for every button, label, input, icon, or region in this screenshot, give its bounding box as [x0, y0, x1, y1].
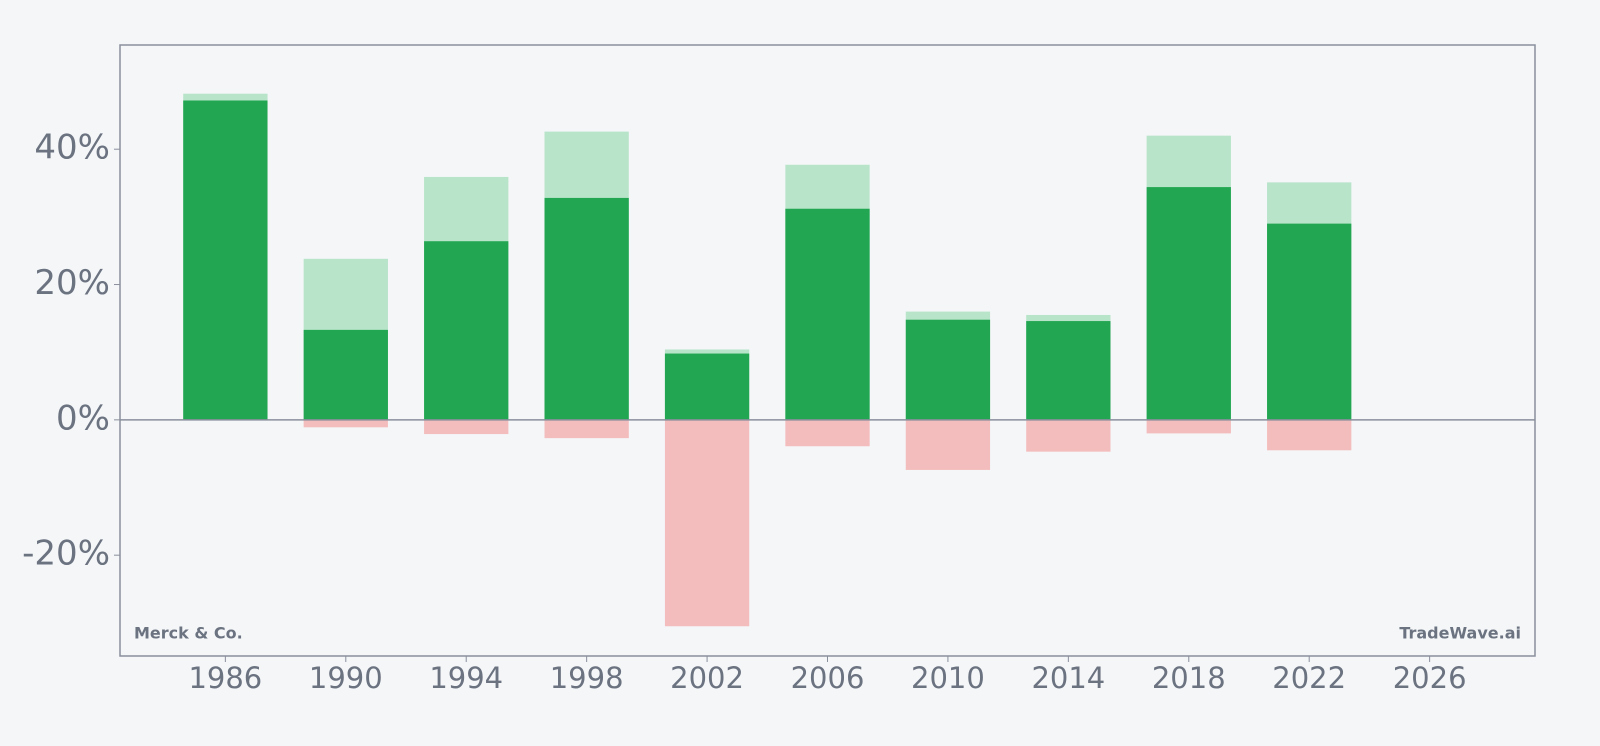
- bar: [303, 419, 388, 428]
- x-tick-label: 1994: [429, 661, 503, 695]
- bar: [1026, 419, 1111, 452]
- bar: [664, 353, 750, 420]
- bar: [1267, 223, 1352, 420]
- bar: [785, 208, 870, 420]
- bar: [905, 319, 991, 420]
- y-tick-label: -20%: [22, 534, 110, 574]
- x-tick-label: 1986: [188, 661, 262, 695]
- y-tick-label: 40%: [34, 128, 110, 168]
- bar: [1026, 321, 1111, 420]
- x-tick-label: 2014: [1031, 661, 1105, 695]
- bar: [424, 241, 509, 420]
- y-tick-label: 20%: [34, 263, 110, 303]
- x-tick-label: 1998: [550, 661, 624, 695]
- annotation: Merck & Co.: [134, 624, 243, 643]
- bar: [1146, 187, 1231, 420]
- annotation: TradeWave.ai: [1399, 624, 1521, 643]
- bar: [1146, 419, 1231, 434]
- x-tick-label: 2006: [791, 661, 865, 695]
- bar: [1267, 419, 1352, 451]
- bar: [664, 419, 750, 627]
- x-tick-label: 2026: [1393, 661, 1467, 695]
- y-tick-label: 0%: [56, 398, 110, 438]
- x-tick-label: 2002: [670, 661, 744, 695]
- bar: [303, 329, 388, 420]
- bar: [905, 419, 991, 470]
- bar: [785, 419, 870, 447]
- x-tick-label: 2018: [1152, 661, 1226, 695]
- bar: [424, 419, 509, 435]
- bar: [183, 100, 268, 420]
- bar: [544, 419, 629, 439]
- x-tick-label: 2022: [1272, 661, 1346, 695]
- x-tick-label: 1990: [309, 661, 383, 695]
- bar: [544, 197, 629, 420]
- plot: [120, 93, 1535, 627]
- x-tick-label: 2010: [911, 661, 985, 695]
